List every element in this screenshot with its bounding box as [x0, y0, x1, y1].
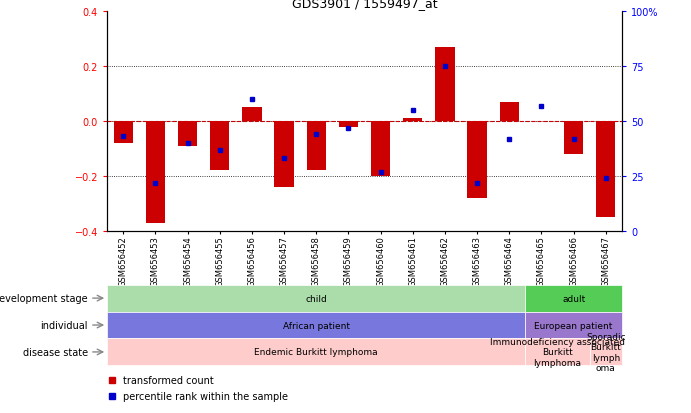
- Bar: [525, 339, 589, 366]
- Bar: [564, 122, 583, 155]
- Bar: [107, 312, 525, 339]
- Bar: [467, 122, 486, 199]
- Bar: [371, 122, 390, 177]
- Bar: [589, 339, 622, 366]
- Bar: [500, 103, 519, 122]
- Text: European patient: European patient: [534, 321, 613, 330]
- Text: Immunodeficiency associated
Burkitt
lymphoma: Immunodeficiency associated Burkitt lymp…: [490, 337, 625, 367]
- Bar: [210, 122, 229, 171]
- Bar: [596, 122, 616, 218]
- Bar: [403, 119, 422, 122]
- Bar: [525, 312, 622, 339]
- Text: individual: individual: [40, 320, 88, 330]
- Text: development stage: development stage: [0, 293, 88, 304]
- Bar: [307, 122, 326, 171]
- Bar: [107, 285, 525, 312]
- Text: Sporadic
Burkitt
lymph
oma: Sporadic Burkitt lymph oma: [586, 332, 625, 372]
- Text: disease state: disease state: [23, 347, 88, 357]
- Text: child: child: [305, 294, 327, 303]
- Bar: [178, 122, 197, 147]
- Text: percentile rank within the sample: percentile rank within the sample: [122, 392, 287, 401]
- Bar: [107, 339, 525, 366]
- Bar: [113, 122, 133, 144]
- Bar: [274, 122, 294, 188]
- Bar: [525, 285, 622, 312]
- Text: African patient: African patient: [283, 321, 350, 330]
- Bar: [435, 48, 455, 122]
- Bar: [339, 122, 358, 127]
- Text: adult: adult: [562, 294, 585, 303]
- Text: transformed count: transformed count: [122, 375, 214, 385]
- Bar: [146, 122, 165, 223]
- Title: GDS3901 / 1559497_at: GDS3901 / 1559497_at: [292, 0, 437, 10]
- Text: Endemic Burkitt lymphoma: Endemic Burkitt lymphoma: [254, 348, 378, 356]
- Bar: [243, 108, 261, 122]
